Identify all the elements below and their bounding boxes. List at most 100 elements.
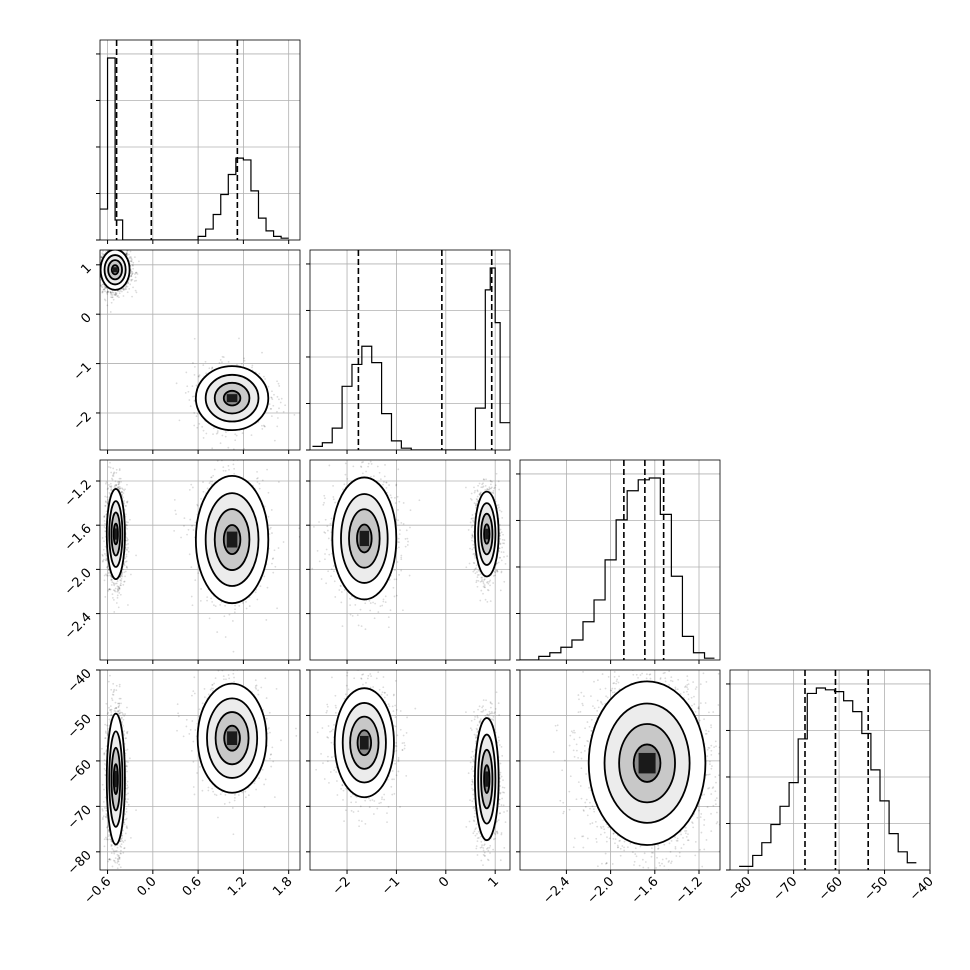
sample-point	[109, 588, 112, 591]
sample-point	[178, 419, 181, 422]
sample-point	[117, 589, 120, 592]
sample-point	[125, 284, 128, 287]
tick-marks	[306, 263, 496, 454]
sample-point	[101, 553, 104, 556]
sample-point	[126, 252, 129, 255]
sample-point	[193, 400, 196, 402]
sample-point	[104, 495, 107, 498]
sample-point	[118, 487, 121, 490]
sample-point	[124, 513, 127, 516]
sample-point	[129, 518, 131, 521]
sample-point	[263, 505, 266, 508]
sample-point	[202, 429, 205, 432]
sample-point	[117, 486, 119, 489]
sample-point	[113, 589, 116, 592]
sample-point	[117, 486, 119, 489]
sample-point	[193, 337, 196, 340]
sample-point	[110, 578, 113, 581]
sample-point	[123, 489, 126, 492]
sample-point	[103, 515, 106, 518]
sample-point	[101, 255, 103, 258]
sample-point	[110, 488, 113, 491]
sample-point	[188, 553, 191, 556]
sample-point	[102, 559, 104, 562]
sample-point	[111, 578, 113, 581]
histogram-step	[312, 267, 510, 450]
sample-point	[269, 407, 272, 410]
axes-frame	[519, 459, 721, 661]
sample-point	[270, 415, 273, 418]
sample-point	[204, 360, 207, 363]
sample-point	[117, 481, 119, 483]
sample-point	[224, 435, 227, 438]
sample-point	[102, 288, 105, 291]
sample-point	[107, 568, 110, 571]
sample-point	[114, 484, 117, 486]
sample-point	[274, 565, 277, 568]
sample-point	[234, 439, 237, 442]
sample-point	[103, 516, 106, 519]
sample-point	[102, 253, 105, 256]
sample-point	[112, 582, 115, 584]
sample-point	[102, 283, 105, 286]
sample-point	[235, 434, 238, 437]
sample-point	[106, 304, 109, 307]
sample-point	[108, 485, 111, 488]
sample-point	[197, 375, 200, 378]
sample-point	[116, 588, 119, 590]
sample-point	[251, 364, 254, 367]
sample-point	[107, 498, 110, 501]
sample-point	[138, 260, 140, 263]
histogram-step	[739, 687, 917, 867]
sample-point	[227, 464, 230, 467]
sample-point	[115, 484, 118, 486]
sample-point	[124, 561, 127, 563]
sample-point	[118, 292, 121, 295]
sample-point	[118, 587, 121, 590]
sample-point	[227, 360, 230, 363]
sample-point	[193, 412, 196, 414]
sample-point	[101, 286, 104, 289]
sample-point	[119, 477, 122, 480]
tick-marks	[516, 473, 700, 664]
sample-point	[108, 588, 111, 590]
sample-point	[125, 566, 128, 569]
sample-point	[112, 598, 115, 601]
sample-point	[103, 288, 105, 291]
sample-point	[117, 483, 120, 486]
sample-point	[277, 382, 280, 385]
sample-point	[111, 291, 114, 293]
sample-point	[110, 485, 113, 488]
sample-point	[215, 432, 218, 435]
sample-point	[125, 524, 128, 527]
sample-point	[125, 253, 128, 255]
sample-point	[120, 480, 122, 483]
sample-point	[108, 484, 110, 486]
sample-point	[108, 588, 111, 591]
sample-point	[113, 611, 116, 613]
sample-point	[104, 287, 107, 290]
sample-point	[122, 295, 125, 297]
sample-point	[211, 447, 214, 450]
sample-point	[123, 564, 126, 567]
sample-point	[125, 548, 128, 551]
sample-point	[273, 393, 275, 396]
sample-point	[126, 566, 129, 569]
sample-point	[212, 433, 214, 436]
joint-panel-2-0	[101, 460, 300, 653]
sample-point	[120, 490, 123, 493]
sample-point	[134, 276, 137, 279]
sample-point	[118, 290, 120, 292]
sample-point	[104, 286, 107, 289]
sample-point	[211, 366, 214, 369]
sample-point	[202, 481, 204, 483]
sample-point	[129, 573, 132, 576]
sample-point	[109, 482, 112, 485]
sample-point	[201, 425, 204, 428]
sample-point	[117, 585, 120, 588]
sample-point	[113, 472, 115, 475]
sample-point	[243, 447, 245, 450]
sample-point	[106, 566, 109, 568]
sample-point	[126, 549, 129, 551]
